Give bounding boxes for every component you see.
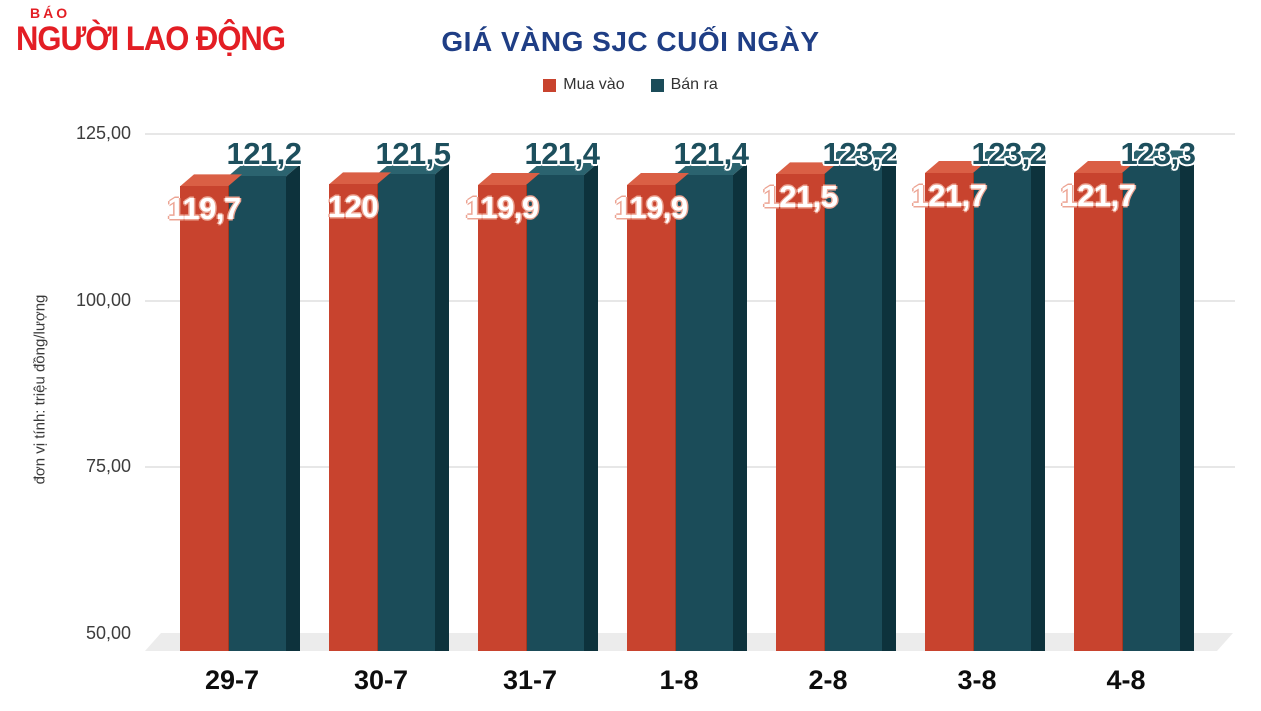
legend-swatch-ban-ra xyxy=(650,78,664,92)
bar-ban-ra-1-8-front xyxy=(675,175,733,651)
x-axis-tick-4-8: 4-8 xyxy=(1106,665,1146,695)
value-label-mua-vao-3-8: 121,7 xyxy=(911,178,987,213)
x-axis-tick-31-7: 31-7 xyxy=(502,665,558,695)
bar-mua-vao-1-8-front xyxy=(627,185,675,651)
bar-ban-ra-31-7-side xyxy=(584,163,598,651)
y-axis-tick-125,00: 125,00 xyxy=(75,123,131,143)
x-axis-tick-2-8: 2-8 xyxy=(808,665,848,695)
bar-ban-ra-3-8-top xyxy=(973,151,1045,163)
x-axis-tick-30-7: 30-7 xyxy=(353,665,409,695)
bar-mua-vao-3-8-front xyxy=(925,173,973,651)
bar-mua-vao-30-7-top xyxy=(329,172,391,184)
bar-ban-ra-29-7-side xyxy=(286,164,300,651)
value-label-ban-ra-31-7: 121,4 xyxy=(524,136,600,171)
value-label-ban-ra-4-8: 123,3 xyxy=(1120,136,1196,171)
bar-mua-vao-31-7-front xyxy=(478,185,526,651)
bar-ban-ra-29-7-front xyxy=(228,176,286,651)
x-axis-tick-1-8: 1-8 xyxy=(659,665,699,695)
bar-ban-ra-2-8-front xyxy=(824,163,882,651)
bar-mua-vao-29-7-front xyxy=(180,186,228,651)
bar-mua-vao-1-8-top xyxy=(627,173,689,185)
bar-mua-vao-30-7-front xyxy=(329,184,377,651)
legend-label-ban-ra: Bán ra xyxy=(670,76,718,93)
bar-ban-ra-31-7-front xyxy=(526,175,584,651)
chart-title: GIÁ VÀNG SJC CUỐI NGÀY xyxy=(441,26,820,57)
bar-mua-vao-29-7-top xyxy=(180,174,242,186)
legend-item-ban-ra: Bán ra xyxy=(650,76,718,94)
y-axis-tick-100,00: 100,00 xyxy=(75,289,131,310)
bar-ban-ra-2-8-side xyxy=(882,151,896,651)
bar-ban-ra-4-8-front xyxy=(1122,162,1180,651)
bar-ban-ra-31-7-top xyxy=(526,163,598,175)
legend-label-mua-vao: Mua vào xyxy=(563,76,625,93)
bar-ban-ra-3-8-side xyxy=(1031,151,1045,651)
bar-ban-ra-29-7-top xyxy=(228,164,300,176)
value-label-ban-ra-29-7: 121,2 xyxy=(226,136,302,171)
bar-ban-ra-30-7-side xyxy=(435,162,449,651)
bar-ban-ra-30-7-front xyxy=(377,174,435,651)
value-label-mua-vao-4-8: 121,7 xyxy=(1060,178,1136,213)
bar-mua-vao-31-7-top xyxy=(478,173,540,185)
x-axis-tick-3-8: 3-8 xyxy=(957,665,997,695)
x-axis-tick-29-7: 29-7 xyxy=(204,665,260,695)
bar-ban-ra-4-8-side xyxy=(1180,150,1194,651)
value-label-mua-vao-2-8: 121,5 xyxy=(762,179,838,215)
legend-item-mua-vao: Mua vào xyxy=(543,76,625,94)
logo-main-text: NGƯỜI LAO ĐỘNG xyxy=(16,18,286,58)
value-label-mua-vao-31-7: 119,9 xyxy=(465,190,539,225)
bar-ban-ra-2-8-top xyxy=(824,151,896,163)
value-label-ban-ra-3-8: 123,2 xyxy=(971,136,1047,171)
bar-mua-vao-3-8-top xyxy=(925,161,987,173)
logo: BÁO NGƯỜI LAO ĐỘNG xyxy=(16,5,286,56)
y-axis-unit-label: đơn vị tính: triệu đồng/lượng xyxy=(31,294,49,485)
y-axis-tick-50,00: 50,00 xyxy=(85,623,131,643)
bar-ban-ra-1-8-top xyxy=(675,163,747,175)
legend-swatch-mua-vao xyxy=(543,78,557,92)
value-label-mua-vao-30-7: 120 xyxy=(327,189,379,225)
chart-legend: Mua vào Bán ra xyxy=(0,76,1261,94)
logo-bao-text: BÁO xyxy=(30,5,71,21)
value-label-ban-ra-1-8: 121,4 xyxy=(673,136,749,171)
y-axis-tick-75,00: 75,00 xyxy=(85,456,131,477)
bar-mua-vao-4-8-front xyxy=(1074,173,1122,651)
bar-ban-ra-30-7-top xyxy=(377,162,449,174)
bar-mua-vao-2-8-front xyxy=(776,174,824,651)
bar-ban-ra-1-8-side xyxy=(733,163,747,651)
bar-ban-ra-4-8-top xyxy=(1122,150,1194,162)
bar-mua-vao-4-8-top xyxy=(1074,161,1136,173)
value-label-ban-ra-30-7: 121,5 xyxy=(375,136,451,171)
bar-ban-ra-3-8-front xyxy=(973,163,1031,651)
value-label-ban-ra-2-8: 123,2 xyxy=(822,136,898,171)
bar-mua-vao-2-8-top xyxy=(776,162,838,174)
gridline-125,00 xyxy=(145,133,1235,135)
value-label-mua-vao-1-8: 119,9 xyxy=(614,190,688,225)
value-label-mua-vao-29-7: 119,7 xyxy=(167,191,241,227)
